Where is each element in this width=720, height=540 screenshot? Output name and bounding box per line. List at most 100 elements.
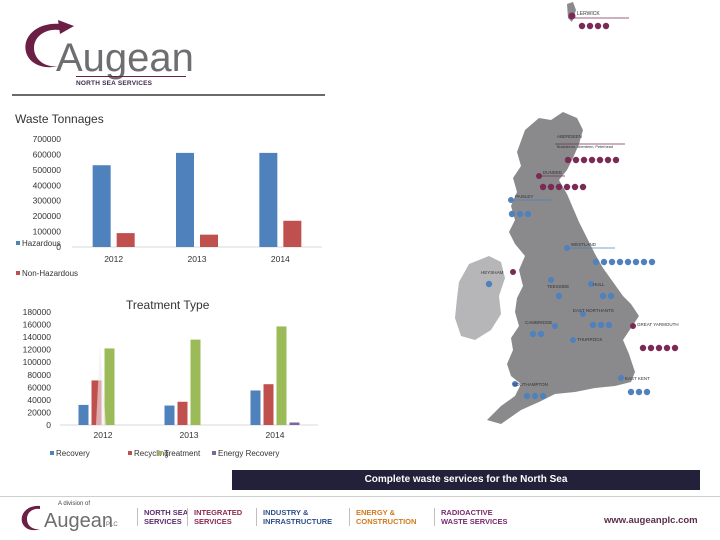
great-yarmouth-service-icons [639,344,679,352]
location-pin-icon [588,281,594,287]
x-tick-label: 2014 [271,254,290,264]
footer-logo-wordmark: Augean [44,510,113,532]
division-radioactive-waste-services[interactable]: RADIOACTIVE WASTE SERVICES [434,508,508,526]
location-pin-icon [536,173,542,179]
bar-recycling [91,380,102,425]
bar-non-hazardous [283,220,302,247]
map-label-lerwick: LERWICK [577,11,600,17]
legend-label: Hazardous [22,239,61,248]
location-pin-icon [508,197,514,203]
augean-logo: Augean NORTH SEA SERVICES [20,14,194,94]
decorative-fan-shape [96,345,106,425]
footer-logo-swoosh-icon [21,505,40,531]
legend-swatch [16,271,20,275]
map-label-thurrock: THURROCK [577,337,603,342]
treatment-type-chart: 0 20000 40000 60000 80000 100000 120000 140000 1… [23,307,318,458]
bar-non-hazardous [116,233,135,247]
y-tick-label: 100000 [33,227,62,237]
division-line1: INTEGRATED [194,508,243,517]
bar-recycling [263,384,274,425]
y-tick-label: 200000 [33,211,62,221]
bar-recovery [164,405,175,425]
map-label-east-northants: EAST NORTHANTS [573,308,614,313]
logo-wordmark: Augean [56,36,194,80]
division-line1: RADIOACTIVE [441,508,493,517]
y-tick-label: 400000 [33,180,62,190]
x-tick-label: 2013 [188,254,207,264]
map-label-southampton: SOUTHAMPTON [513,382,548,387]
hull-service-icons [599,292,615,300]
division-energy-construction[interactable]: ENERGY & CONSTRUCTION [349,508,416,526]
division-line1: ENERGY & [356,508,396,517]
map-ireland-shape [455,256,505,340]
legend-swatch [50,451,54,455]
map-label-great-yarmouth: GREAT YARMOUTH [637,322,679,327]
division-north-sea-services[interactable]: NORTH SEA SERVICES [137,508,188,526]
bar-hazardous [176,152,194,247]
bar-energy-recovery [289,422,300,425]
map-label-hull: HULL [593,282,605,287]
y-tick-label: 60000 [27,382,51,392]
division-line2: WASTE SERVICES [441,517,508,526]
dundee-service-icons [539,183,587,191]
bar-non-hazardous [200,234,218,247]
services-banner: Complete waste services for the North Se… [232,470,700,490]
footer-divider [0,496,720,497]
map-label-dundee: DUNDEE [543,170,562,175]
east-northants-service-icons [589,321,613,329]
bar-treatment [190,339,201,425]
location-pin-icon [548,277,554,283]
location-pin-icon [618,375,624,381]
map-note-aberdeen: Bucksburn, Aberdeen, Peterhead [557,145,613,149]
map-label-westland: WESTLAND [571,242,597,247]
legend-swatch [128,451,132,455]
paisley-service-icons [508,210,532,218]
cambridge-service-icons [529,330,545,338]
x-tick-label: 2014 [266,430,285,440]
y-tick-label: 80000 [27,370,51,380]
y-tick-label: 300000 [33,196,62,206]
x-tick-label: 2013 [180,430,199,440]
chart-title-treatment-type: Treatment Type [126,298,210,312]
logo-swoosh-icon [25,20,74,68]
legend-label: Recovery [56,449,90,458]
footer-logo-suffix: PLC [106,522,118,528]
teesside-service-icon [555,292,563,300]
footer-division-label: A division of [58,501,91,507]
legend-label: Recycling [134,449,169,458]
website-link[interactable]: www.augeanplc.com [604,515,698,526]
legend-label: Non-Hazardous [22,269,78,278]
y-tick-label: 0 [46,420,51,430]
y-tick-label: 180000 [23,307,52,317]
bar-treatment [276,326,287,425]
location-pin-icon [570,337,576,343]
waste-tonnages-chart: 0 100000 200000 300000 400000 500000 600000 700… [16,134,322,278]
location-pin-icon [580,311,586,317]
east-kent-service-icons [627,388,651,396]
aberdeen-service-icons [564,156,620,164]
division-line2: SERVICES [144,517,182,526]
y-tick-label: 20000 [27,407,51,417]
division-integrated-services[interactable]: INTEGRATED SERVICES [187,508,242,526]
map-label-cambridge: CAMBRIDGE [525,320,552,325]
bar-hazardous [92,165,111,247]
location-pin-icon [510,269,516,275]
division-industry-infrastructure[interactable]: INDUSTRY & INFRASTRUCTURE [256,508,332,526]
bar-hazardous [259,152,278,247]
y-tick-label: 500000 [33,165,62,175]
division-line2: INFRASTRUCTURE [263,517,333,526]
y-tick-label: 0 [56,242,61,252]
division-line2: SERVICES [194,517,232,526]
map-label-paisley: PAISLEY [515,194,533,199]
y-tick-label: 100000 [23,357,52,367]
header-divider [12,94,325,96]
division-line1: INDUSTRY & [263,508,309,517]
location-pin-icon [630,323,636,329]
division-line1: NORTH SEA [144,508,189,517]
map-label-aberdeen: ABERDEEN [557,134,582,139]
y-tick-label: 120000 [23,345,52,355]
heysham-service-icon [485,280,493,288]
y-tick-label: 700000 [33,134,62,144]
bar-recovery [250,390,261,425]
x-tick-label: 2012 [94,430,113,440]
